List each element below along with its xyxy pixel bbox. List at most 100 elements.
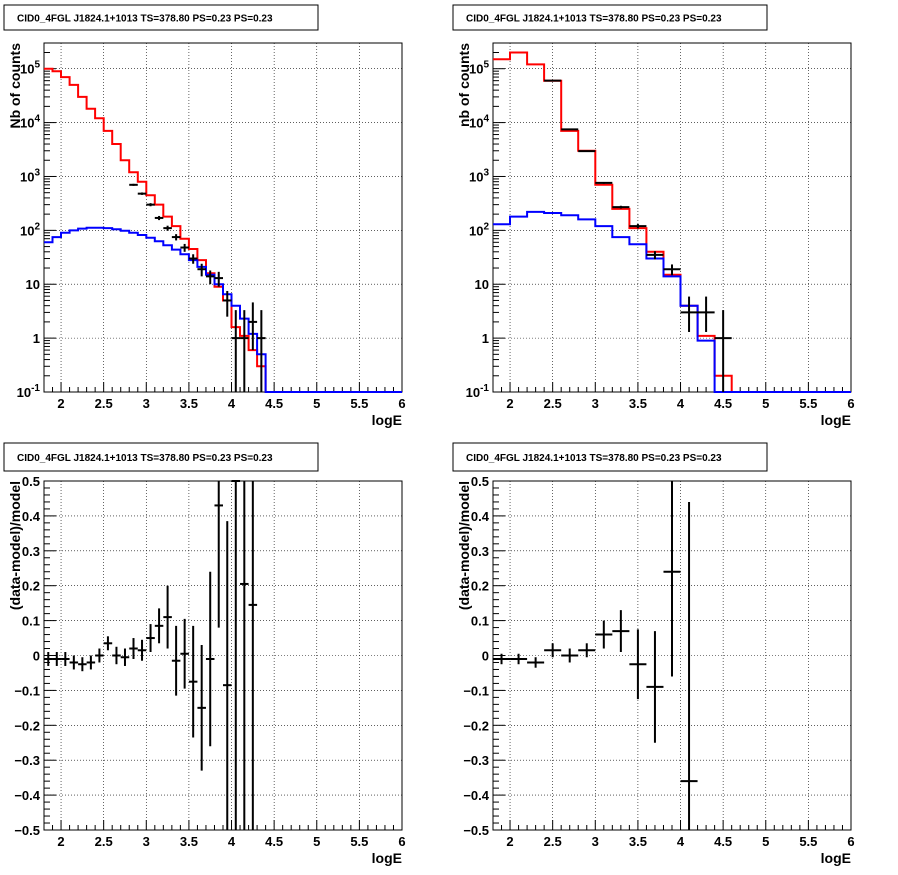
y-tick-exponent: -1 bbox=[480, 383, 489, 394]
x-tick-label: 4.5 bbox=[714, 396, 732, 411]
data-point bbox=[188, 625, 198, 738]
data-point bbox=[544, 643, 562, 658]
data-point bbox=[86, 655, 96, 670]
x-tick-label: 3 bbox=[143, 834, 150, 849]
y-tick-base: 1 bbox=[482, 331, 489, 346]
y-tick-label: 104 bbox=[469, 114, 489, 131]
data-point bbox=[257, 310, 266, 392]
y-tick-exponent: 5 bbox=[34, 60, 40, 71]
data-point bbox=[248, 302, 258, 351]
x-tick-label: 6 bbox=[398, 396, 405, 411]
x-tick-label: 2.5 bbox=[544, 396, 562, 411]
data-point bbox=[214, 481, 223, 628]
data-point bbox=[595, 181, 613, 184]
x-axis-label: logE bbox=[821, 850, 851, 866]
data-point bbox=[214, 271, 223, 287]
y-tick-base: 10 bbox=[469, 223, 483, 238]
data-point bbox=[223, 290, 232, 317]
y-tick-label: 10 bbox=[26, 277, 40, 292]
y-tick-label: 0 bbox=[33, 649, 40, 664]
data-point bbox=[714, 310, 732, 392]
data-point bbox=[240, 310, 249, 392]
plot-frame bbox=[43, 42, 403, 393]
x-tick-label: 3 bbox=[592, 396, 599, 411]
y-tick-base: 10 bbox=[26, 277, 40, 292]
data-point bbox=[180, 618, 189, 689]
y-tick-label: 0.5 bbox=[471, 474, 489, 489]
title-box: CID0_4FGL J1824.1+1013 TS=378.80 PS=0.23… bbox=[452, 442, 768, 472]
data-point bbox=[137, 192, 147, 195]
y-tick-label: −0.3 bbox=[14, 753, 40, 768]
chart-title: CID0_4FGL J1824.1+1013 TS=378.80 PS=0.23… bbox=[17, 453, 273, 464]
x-tick-label: 4 bbox=[228, 396, 236, 411]
y-tick-exponent: 4 bbox=[483, 114, 489, 125]
data-point bbox=[154, 215, 164, 221]
y-tick-base: 10 bbox=[469, 169, 483, 184]
title-box-frame bbox=[3, 4, 319, 31]
x-tick-label: 4.5 bbox=[265, 834, 283, 849]
data-point bbox=[578, 150, 596, 153]
data-point bbox=[231, 310, 241, 392]
x-axis-label: logE bbox=[372, 412, 402, 428]
data-point bbox=[69, 655, 79, 670]
data-point bbox=[595, 620, 613, 649]
y-tick-label: −0.2 bbox=[14, 718, 40, 733]
data-point bbox=[95, 648, 104, 663]
x-tick-label: 5.5 bbox=[799, 396, 817, 411]
y-tick-label: −0.2 bbox=[463, 718, 489, 733]
x-tick-label: 4 bbox=[677, 396, 685, 411]
data-point bbox=[680, 296, 698, 332]
series-3 bbox=[544, 79, 732, 392]
y-tick-label: −0.4 bbox=[463, 788, 489, 803]
series-1 bbox=[44, 480, 258, 830]
x-tick-label: 3 bbox=[143, 396, 150, 411]
data-point bbox=[663, 264, 681, 276]
data-point bbox=[146, 624, 155, 653]
x-tick-label: 4.5 bbox=[714, 834, 732, 849]
x-tick-label: 3.5 bbox=[180, 396, 198, 411]
y-tick-label: 10-1 bbox=[17, 383, 41, 400]
data-point bbox=[223, 521, 232, 830]
data-point bbox=[205, 270, 215, 285]
data-point bbox=[510, 653, 528, 665]
data-point bbox=[61, 652, 70, 666]
x-tick-label: 5 bbox=[313, 834, 320, 849]
grid bbox=[44, 43, 403, 392]
y-tick-base: 10 bbox=[475, 277, 489, 292]
data-point bbox=[44, 652, 53, 666]
x-tick-label: 2.5 bbox=[95, 834, 113, 849]
data-point bbox=[561, 648, 579, 663]
data-point bbox=[578, 643, 596, 658]
x-tick-label: 4 bbox=[677, 834, 685, 849]
data-point bbox=[663, 481, 681, 677]
data-point bbox=[188, 254, 198, 264]
y-tick-label: 0.1 bbox=[471, 614, 489, 629]
data-point bbox=[163, 225, 172, 231]
y-tick-label: 102 bbox=[469, 221, 489, 238]
x-tick-label: 3 bbox=[592, 834, 599, 849]
y-tick-base: 1 bbox=[33, 331, 40, 346]
y-tick-exponent: 2 bbox=[34, 221, 40, 232]
data-point bbox=[129, 183, 138, 186]
series-3 bbox=[129, 183, 266, 392]
y-tick-exponent: -1 bbox=[31, 383, 40, 394]
y-tick-label: 103 bbox=[469, 167, 489, 184]
x-axis-label: logE bbox=[821, 412, 851, 428]
y-tick-base: 10 bbox=[20, 116, 34, 131]
y-tick-base: 10 bbox=[20, 223, 34, 238]
x-tick-label: 3.5 bbox=[629, 834, 647, 849]
y-axis-label: nb of counts bbox=[456, 43, 472, 127]
x-tick-label: 3.5 bbox=[629, 396, 647, 411]
x-tick-label: 2 bbox=[57, 834, 64, 849]
data-point bbox=[629, 629, 647, 700]
chart-panel-2: CID0_4FGL J1824.1+1013 TS=378.80 PS=0.23… bbox=[452, 4, 855, 428]
title-box: CID0_4FGL J1824.1+1013 TS=378.80 PS=0.23… bbox=[452, 4, 768, 31]
x-axis-label: logE bbox=[372, 850, 402, 866]
x-tick-label: 4 bbox=[228, 834, 236, 849]
data-point bbox=[231, 480, 241, 830]
x-tick-label: 2.5 bbox=[95, 396, 113, 411]
data-point bbox=[646, 251, 664, 260]
